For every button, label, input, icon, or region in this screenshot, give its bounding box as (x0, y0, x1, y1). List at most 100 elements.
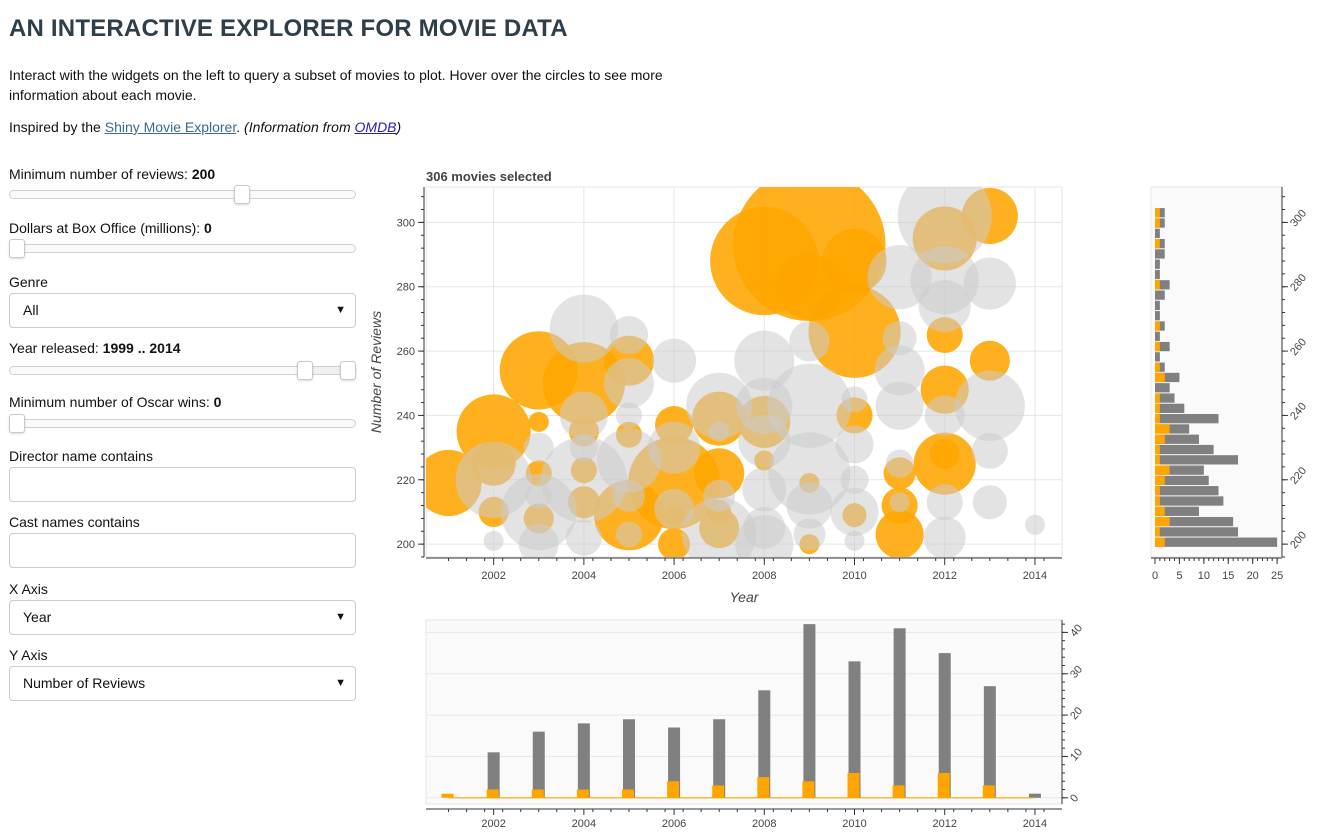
movie-point (523, 432, 554, 463)
movie-point (609, 315, 649, 355)
hist-y-tick-label: 280 (1288, 272, 1309, 294)
movie-point (483, 530, 504, 551)
movie-point (924, 395, 965, 436)
x-axis-label: X Axis (9, 581, 48, 597)
review-bin-bar-highlight (1155, 280, 1160, 290)
year-hist-x-tick-label: 2002 (481, 818, 505, 830)
scatter-title: 306 movies selected (426, 169, 552, 184)
movie-point (549, 294, 618, 363)
movie-point (885, 449, 914, 478)
movie-point (648, 421, 701, 474)
year-low-handle[interactable] (296, 361, 313, 380)
highlight-movie-point (528, 411, 549, 432)
chevron-down-icon: ▼ (335, 677, 346, 689)
movie-point (565, 519, 602, 556)
review-bin-bar (1155, 228, 1160, 238)
hist-y-tick-label: 220 (1288, 465, 1309, 487)
movie-point (835, 425, 874, 464)
box-office-handle[interactable] (9, 239, 25, 258)
year-bin-bar-highlight (937, 772, 950, 798)
year-released-slider[interactable] (9, 361, 357, 380)
review-bin-bar-highlight (1155, 475, 1165, 486)
year-bin-bar (803, 624, 816, 798)
oscar-wins-handle[interactable] (9, 414, 25, 433)
review-bin-bar (1155, 444, 1214, 455)
movie-point (615, 521, 643, 548)
year-bin-bar (622, 719, 635, 798)
year-hist-y-tick-label: 0 (1068, 792, 1081, 804)
review-bin-bar (1155, 516, 1234, 527)
shiny-link[interactable]: Shiny Movie Explorer (104, 119, 237, 135)
year-bin-bar (532, 731, 545, 798)
year-bin-bar (938, 653, 951, 798)
highlight-movie-point (658, 528, 691, 557)
highlight-movie-point (913, 432, 976, 495)
review-bin-bar (1155, 341, 1170, 352)
movie-point (654, 488, 695, 529)
review-bin-bar (1155, 496, 1224, 506)
min-reviews-slider[interactable] (9, 185, 356, 204)
movie-point (972, 485, 1007, 520)
year-released-label-text: Year released: (9, 340, 103, 356)
year-bin-bar (668, 727, 681, 798)
review-bin-bar-highlight (1155, 444, 1160, 455)
y-tick-label: 200 (397, 539, 415, 551)
oscar-wins-slider[interactable] (9, 414, 356, 433)
scatter-plot[interactable]: 306 movies selected 200 220 240 260 280 300 200… (368, 169, 1063, 605)
intro-text: Interact with the widgets on the left to… (9, 67, 663, 103)
year-bin-bar-highlight (486, 789, 499, 798)
box-office-slider[interactable] (9, 239, 356, 258)
year-bin-bar (487, 752, 500, 798)
movie-point (603, 358, 655, 409)
review-bin-bar-highlight (1155, 238, 1160, 249)
y-tick-label: 220 (397, 475, 415, 487)
year-hist-x-tick-label: 2012 (932, 818, 956, 830)
omdb-link[interactable]: OMDB (354, 119, 397, 135)
cast-input[interactable] (9, 533, 356, 568)
movie-point (830, 487, 879, 537)
review-bin-bar (1155, 331, 1160, 341)
genre-selected-value: All (23, 302, 39, 318)
movie-point (918, 279, 971, 333)
x-axis-label: Year (730, 589, 760, 605)
information-credit: (Information from OMDB) (244, 119, 401, 135)
year-bin-bar (1028, 793, 1041, 798)
oscar-wins-value: 0 (213, 394, 222, 410)
y-axis-select[interactable]: Number of Reviews ▼ (9, 666, 356, 701)
review-bin-bar-highlight (1155, 434, 1165, 444)
movie-point (971, 432, 1008, 469)
year-released-value: 1999 .. 2014 (102, 340, 181, 356)
box-office-label-text: Dollars at Box Office (millions): (9, 220, 205, 236)
year-high-handle[interactable] (340, 361, 356, 380)
review-bin-bar-highlight (1155, 486, 1160, 496)
year-bin-bar (893, 628, 906, 798)
min-reviews-label-text: Minimum number of reviews: (9, 166, 192, 182)
oscar-wins-label-text: Minimum number of Oscar wins: (9, 394, 214, 410)
year-hist-y-tick-label: 10 (1068, 746, 1085, 763)
hist-x-tick-label: 25 (1271, 570, 1283, 582)
year-bin-bar-highlight (982, 785, 995, 798)
y-axis-label: Y Axis (9, 647, 48, 663)
director-input[interactable] (9, 467, 356, 502)
review-bin-bar (1155, 455, 1239, 465)
y-tick-label: 260 (397, 346, 415, 358)
chevron-down-icon: ▼ (335, 304, 346, 316)
year-histogram: 0 10 20 30 40 2002 2004 2006 2008 2010 2012 2014 (425, 619, 1085, 830)
year-released-range (297, 367, 357, 374)
year-hist-x-tick-label: 2004 (572, 818, 596, 830)
review-bin-bar (1155, 465, 1204, 475)
x-axis-select[interactable]: Year ▼ (9, 600, 356, 635)
chevron-down-icon: ▼ (335, 611, 346, 623)
movie-point (897, 187, 992, 264)
genre-select[interactable]: All ▼ (9, 293, 356, 328)
year-hist-y-tick-label: 30 (1068, 664, 1085, 681)
page-title: AN INTERACTIVE EXPLORER FOR MOVIE DATA (9, 15, 568, 42)
highlight-movie-point (969, 340, 1010, 381)
min-reviews-value: 200 (191, 166, 216, 182)
year-bin-bar-highlight (847, 772, 860, 798)
review-bin-bar-highlight (1155, 496, 1160, 506)
movie-point (768, 432, 851, 515)
review-bin-bar (1155, 475, 1209, 486)
min-reviews-handle[interactable] (234, 185, 251, 204)
